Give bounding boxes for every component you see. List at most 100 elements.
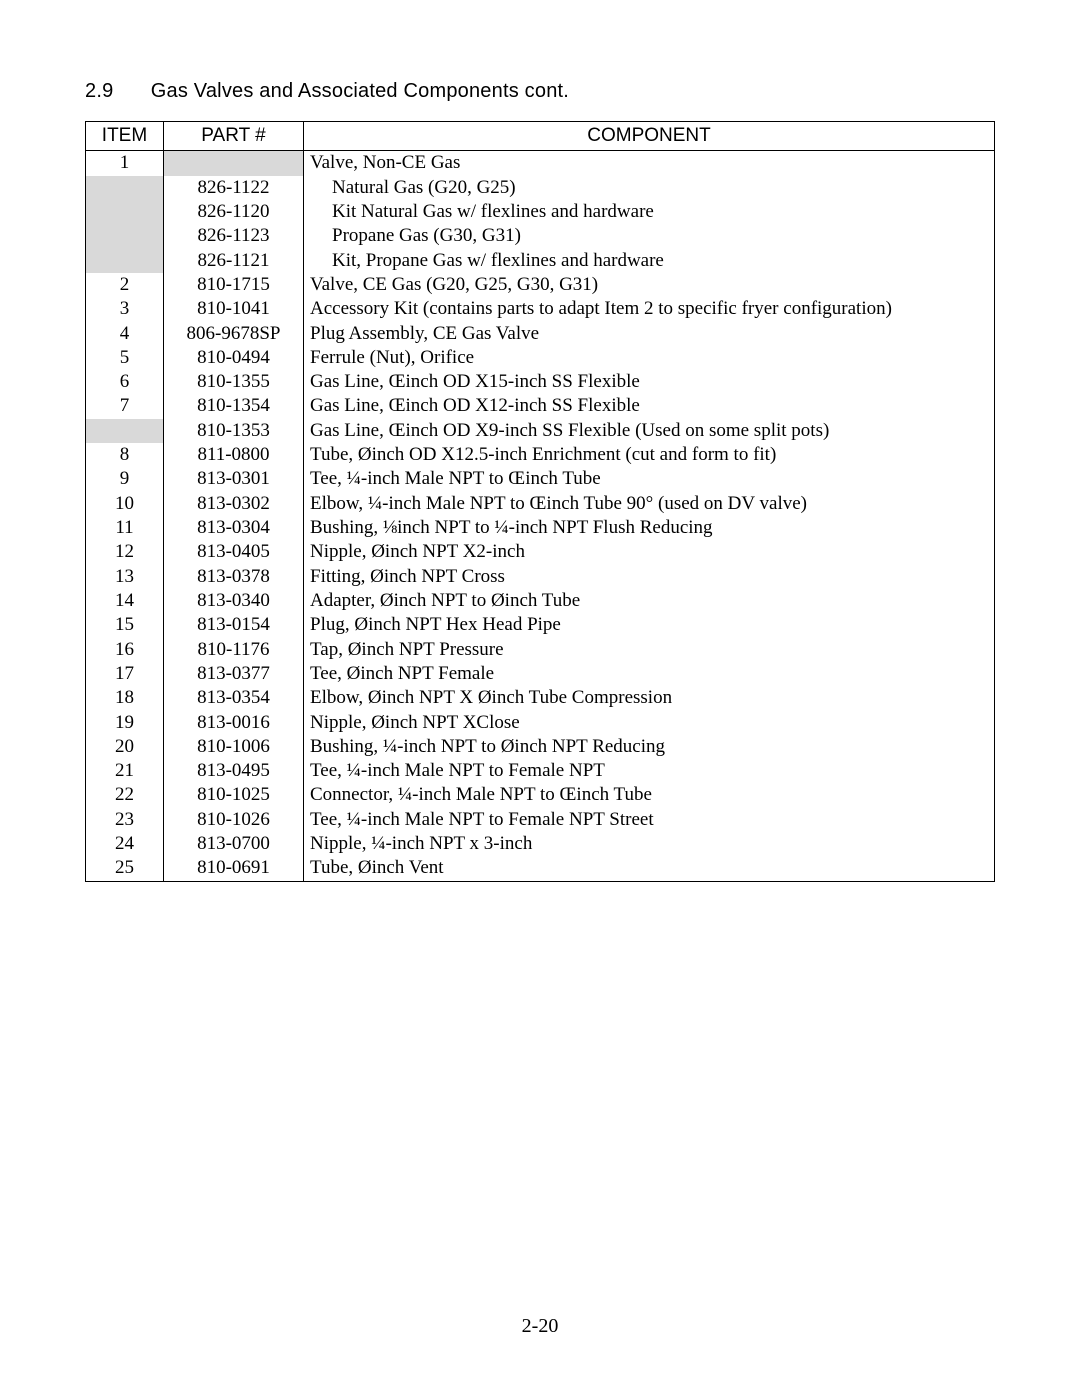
- cell-component: Valve, CE Gas (G20, G25, G30, G31): [304, 273, 995, 297]
- table-row: 3810-1041Accessory Kit (contains parts t…: [86, 297, 995, 321]
- cell-part: 810-0691: [164, 856, 304, 881]
- cell-component: Tee, ¼-inch Male NPT to Female NPT Stree…: [304, 808, 995, 832]
- table-row: 22810-1025Connector, ¼-inch Male NPT to …: [86, 783, 995, 807]
- cell-component: Bushing, ⅛inch NPT to ¼-inch NPT Flush R…: [304, 516, 995, 540]
- cell-part: 813-0354: [164, 686, 304, 710]
- table-row: 12813-0405Nipple, Øinch NPT X2-inch: [86, 540, 995, 564]
- cell-component: Accessory Kit (contains parts to adapt I…: [304, 297, 995, 321]
- cell-component: Natural Gas (G20, G25): [304, 176, 995, 200]
- cell-component: Gas Line, Œinch OD X9-inch SS Flexible (…: [304, 419, 995, 443]
- table-row: 5810-0494Ferrule (Nut), Orifice: [86, 346, 995, 370]
- cell-component: Tee, ¼-inch Male NPT to Œinch Tube: [304, 467, 995, 491]
- cell-item: 11: [86, 516, 164, 540]
- cell-part: 813-0700: [164, 832, 304, 856]
- cell-item: 14: [86, 589, 164, 613]
- section-heading: 2.9 Gas Valves and Associated Components…: [85, 80, 995, 103]
- table-row: 4806-9678SPPlug Assembly, CE Gas Valve: [86, 322, 995, 346]
- section-number: 2.9: [85, 80, 145, 103]
- cell-item: [86, 419, 164, 443]
- cell-component: Nipple, ¼-inch NPT x 3-inch: [304, 832, 995, 856]
- cell-component: Plug Assembly, CE Gas Valve: [304, 322, 995, 346]
- table-row: 13813-0378Fitting, Øinch NPT Cross: [86, 565, 995, 589]
- cell-part: 813-0016: [164, 711, 304, 735]
- cell-component: Adapter, Øinch NPT to Øinch Tube: [304, 589, 995, 613]
- cell-part: 826-1120: [164, 200, 304, 224]
- parts-table: ITEM PART # COMPONENT 1Valve, Non-CE Gas…: [85, 121, 995, 882]
- cell-part: 813-0377: [164, 662, 304, 686]
- table-row: 25810-0691Tube, Øinch Vent: [86, 856, 995, 881]
- table-row: 23810-1026Tee, ¼-inch Male NPT to Female…: [86, 808, 995, 832]
- cell-part: 813-0405: [164, 540, 304, 564]
- cell-part: 813-0301: [164, 467, 304, 491]
- cell-part: 813-0302: [164, 492, 304, 516]
- parts-tbody: 1Valve, Non-CE Gas826-1122Natural Gas (G…: [86, 151, 995, 881]
- col-part: PART #: [164, 122, 304, 151]
- cell-component: Connector, ¼-inch Male NPT to Œinch Tube: [304, 783, 995, 807]
- cell-item: 3: [86, 297, 164, 321]
- cell-item: 2: [86, 273, 164, 297]
- cell-item: 1: [86, 151, 164, 176]
- cell-item: 22: [86, 783, 164, 807]
- cell-item: 6: [86, 370, 164, 394]
- table-row: 826-1121Kit, Propane Gas w/ flexlines an…: [86, 249, 995, 273]
- cell-component: Plug, Øinch NPT Hex Head Pipe: [304, 613, 995, 637]
- cell-item: 4: [86, 322, 164, 346]
- table-row: 826-1123Propane Gas (G30, G31): [86, 224, 995, 248]
- cell-item: 5: [86, 346, 164, 370]
- cell-part: 806-9678SP: [164, 322, 304, 346]
- cell-part: [164, 151, 304, 176]
- cell-item: [86, 249, 164, 273]
- cell-component: Gas Line, Œinch OD X12-inch SS Flexible: [304, 394, 995, 418]
- cell-component: Gas Line, Œinch OD X15-inch SS Flexible: [304, 370, 995, 394]
- cell-part: 813-0340: [164, 589, 304, 613]
- cell-part: 810-1006: [164, 735, 304, 759]
- cell-component: Kit Natural Gas w/ flexlines and hardwar…: [304, 200, 995, 224]
- cell-component: Nipple, Øinch NPT XClose: [304, 711, 995, 735]
- table-row: 826-1120Kit Natural Gas w/ flexlines and…: [86, 200, 995, 224]
- table-row: 8811-0800Tube, Øinch OD X12.5-inch Enric…: [86, 443, 995, 467]
- table-row: 810-1353Gas Line, Œinch OD X9-inch SS Fl…: [86, 419, 995, 443]
- table-row: 2810-1715Valve, CE Gas (G20, G25, G30, G…: [86, 273, 995, 297]
- cell-item: 7: [86, 394, 164, 418]
- cell-part: 826-1122: [164, 176, 304, 200]
- cell-part: 813-0154: [164, 613, 304, 637]
- page-content: 2.9 Gas Valves and Associated Components…: [85, 80, 995, 882]
- cell-item: [86, 176, 164, 200]
- cell-part: 826-1121: [164, 249, 304, 273]
- table-row: 21813-0495Tee, ¼-inch Male NPT to Female…: [86, 759, 995, 783]
- table-row: 7810-1354Gas Line, Œinch OD X12-inch SS …: [86, 394, 995, 418]
- table-row: 1Valve, Non-CE Gas: [86, 151, 995, 176]
- section-title: Gas Valves and Associated Components con…: [151, 80, 569, 102]
- cell-item: 10: [86, 492, 164, 516]
- cell-item: 19: [86, 711, 164, 735]
- cell-part: 810-1715: [164, 273, 304, 297]
- cell-component: Tube, Øinch Vent: [304, 856, 995, 881]
- page-number: 2-20: [0, 1315, 1080, 1338]
- cell-part: 810-1026: [164, 808, 304, 832]
- table-row: 11813-0304Bushing, ⅛inch NPT to ¼-inch N…: [86, 516, 995, 540]
- table-row: 6810-1355Gas Line, Œinch OD X15-inch SS …: [86, 370, 995, 394]
- cell-component: Nipple, Øinch NPT X2-inch: [304, 540, 995, 564]
- cell-item: 21: [86, 759, 164, 783]
- cell-item: 20: [86, 735, 164, 759]
- cell-component: Ferrule (Nut), Orifice: [304, 346, 995, 370]
- table-row: 17813-0377Tee, Øinch NPT Female: [86, 662, 995, 686]
- cell-item: 16: [86, 638, 164, 662]
- cell-item: [86, 200, 164, 224]
- cell-part: 811-0800: [164, 443, 304, 467]
- cell-item: 25: [86, 856, 164, 881]
- col-component: COMPONENT: [304, 122, 995, 151]
- cell-component: Tee, Øinch NPT Female: [304, 662, 995, 686]
- cell-item: 9: [86, 467, 164, 491]
- cell-item: 15: [86, 613, 164, 637]
- cell-part: 810-1176: [164, 638, 304, 662]
- table-row: 19813-0016Nipple, Øinch NPT XClose: [86, 711, 995, 735]
- cell-part: 813-0495: [164, 759, 304, 783]
- cell-item: 24: [86, 832, 164, 856]
- cell-part: 813-0378: [164, 565, 304, 589]
- col-item: ITEM: [86, 122, 164, 151]
- cell-item: 23: [86, 808, 164, 832]
- cell-item: 17: [86, 662, 164, 686]
- cell-part: 826-1123: [164, 224, 304, 248]
- cell-part: 810-1354: [164, 394, 304, 418]
